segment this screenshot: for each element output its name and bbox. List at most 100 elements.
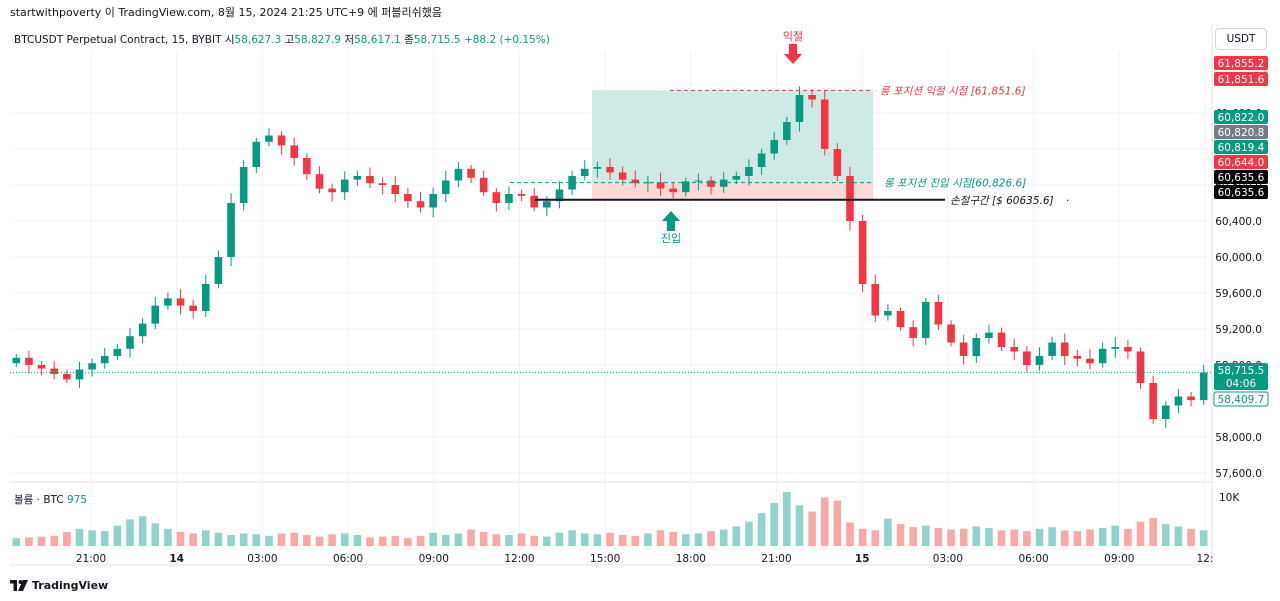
candle-body [467,168,475,178]
candle-body [315,174,324,189]
volume-bar [1162,524,1170,546]
volume-bar [366,537,374,546]
volume-bar [442,535,450,546]
candle-body [303,158,311,175]
volume-bar [1023,531,1031,546]
close-label: 종 [404,34,414,46]
price-tag-box [1214,140,1268,154]
price-tag-label-0: 61,855.2 [1218,58,1265,70]
volume-bars [12,492,1208,546]
volume-bar [277,533,286,546]
candle-body [593,167,602,169]
volume-bar [492,534,501,546]
candle-body [858,221,867,284]
x-tick-label-10: 03:00 [933,553,963,565]
candle-body [126,336,134,349]
volume-bar [947,529,955,546]
volume-bar [1010,529,1018,546]
candle-body [366,176,374,184]
open-value: 58,627.3 [234,34,282,46]
volume-bar [732,526,741,546]
price-tag-label-5: 60,644.0 [1218,157,1265,169]
volume-bar [1060,530,1069,546]
candle-body [164,298,172,306]
price-tag-label-10: 58,409.7 [1218,394,1265,406]
candle-body [25,357,33,365]
stop-dot: · [1066,195,1069,207]
tradingview-name: TradingView [32,579,109,592]
x-tick-label-11: 06:00 [1018,553,1048,565]
candle-body [934,302,943,325]
volume-bar [833,500,842,546]
low-label: 저 [344,34,355,46]
volume-bar [303,535,311,546]
price-tag-box [1214,125,1268,139]
y-tick-label-5: 59,600.0 [1215,288,1262,300]
volume-bar [593,534,602,546]
volume-bar [1136,521,1145,546]
take-profit-label: 롱 포지션 익절 시점 [61,851.6] [880,85,1026,97]
candle-body [656,182,665,189]
volume-axis-label: 10K [1219,492,1240,504]
candle-body [1162,405,1170,419]
position-zones [592,90,873,200]
volume-bar [88,530,96,546]
x-tick-label-12: 09:00 [1104,553,1134,565]
candle-body [505,194,513,203]
volume-bar [202,530,210,546]
x-tick-label-13: 12: [1197,553,1214,565]
candle-body [214,257,223,284]
price-tag-label-6: 60,635.6 [1218,172,1265,184]
x-tick-label-4: 09:00 [419,553,449,565]
volume-bar [126,519,134,546]
price-tag-box [1214,56,1268,70]
volume-bar [416,535,425,546]
x-tick-label-7: 18:00 [676,553,706,565]
candle-body [12,357,21,364]
volume-bar [707,531,715,546]
candle-body [707,180,715,187]
candle-body [795,95,804,122]
stop-label: 손절구간 [$ 60635.6] [950,195,1054,207]
candle-body [947,324,955,343]
candle-body [290,145,298,158]
symbol-title[interactable]: BTCUSDT Perpetual Contract, 15, BYBIT [14,34,222,46]
candle-body [50,368,58,374]
high-label: 고 [284,34,295,46]
volume-bar [909,527,917,546]
candle-body [340,179,349,193]
entry-label: 롱 포지션 진입 시점[60,826.6] [884,178,1026,190]
tradingview-icon [10,580,28,591]
candle-body [1136,351,1145,383]
candle-body [429,194,437,208]
currency-button[interactable]: USDT [1215,28,1267,50]
volume-bar [757,513,766,546]
candle-body [404,194,412,202]
candle-body [909,327,917,338]
time-axis[interactable]: 21:00 14 03:00 06:00 09:00 12:00 15:00 18:00 21:… [76,553,1214,565]
y-tick-label-4: 60,000.0 [1215,252,1262,264]
volume-bar [972,526,981,546]
volume-bar [315,536,324,546]
volume-bar [328,534,336,546]
candle-body [1073,356,1082,359]
price-tag-box [1214,170,1268,184]
volume-bar [1111,525,1120,546]
price-tag-label-9: 04:06 [1226,378,1257,390]
volume-bar [1199,530,1208,546]
volume-bar [1149,517,1157,546]
volume-bar [239,533,248,546]
x-tick-label-9: 15 [855,553,870,565]
candle-body [555,189,564,202]
volume-bar [846,522,854,546]
candle-body [63,374,71,380]
candle-body [543,201,551,208]
candle-body [884,311,892,316]
volume-bar [631,535,640,546]
candle-body [75,369,84,380]
volume-bar [922,525,930,546]
candle-body [517,194,526,196]
volume-bar [404,538,412,546]
candle-body [378,183,387,185]
tradingview-logo[interactable]: TradingView [10,579,108,592]
